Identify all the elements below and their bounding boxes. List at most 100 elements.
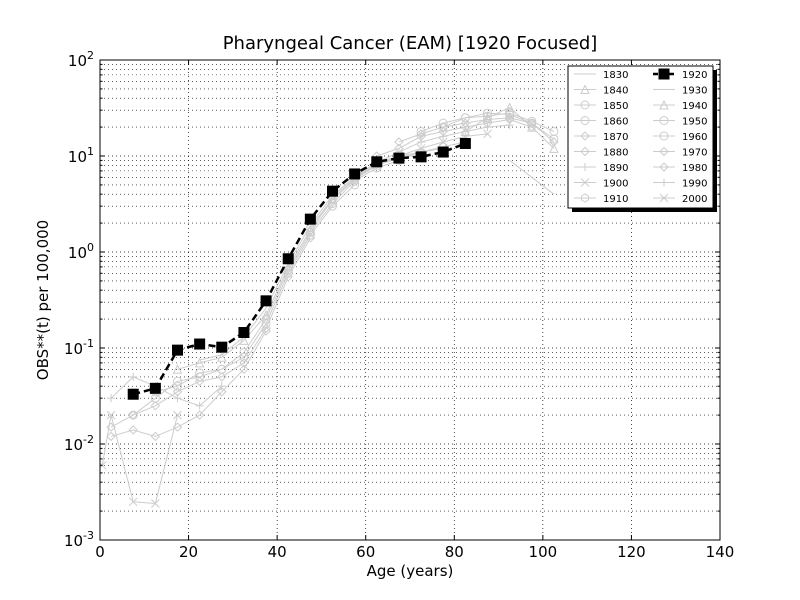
series-1990 <box>107 372 226 410</box>
data-point-2000 <box>151 499 160 508</box>
data-point-1940 <box>172 364 183 374</box>
data-point-1880 <box>527 122 537 132</box>
x-tick-label: 60 <box>356 543 375 561</box>
legend-entry-1930: 1930 <box>653 86 707 97</box>
series-1970 <box>106 233 316 432</box>
legend-swatch-marker <box>658 68 670 80</box>
y-tick-label: 10-3 <box>64 529 94 550</box>
data-point-1980 <box>194 410 205 420</box>
series-2000 <box>100 410 182 508</box>
data-point-1990 <box>173 394 182 403</box>
legend-entry-1830: 1830 <box>574 70 628 81</box>
data-point-2000 <box>173 410 182 420</box>
y-tick-label: 102 <box>68 49 94 70</box>
data-point-1850 <box>483 108 492 118</box>
series-line-1970 <box>110 237 311 428</box>
x-tick-label: 40 <box>268 543 287 561</box>
y-tick-label: 101 <box>68 145 94 166</box>
data-point-1920 <box>260 295 272 307</box>
data-point-2000 <box>106 410 116 420</box>
data-point-1980 <box>239 364 249 375</box>
data-point-1870 <box>416 129 426 139</box>
data-point-1970 <box>261 323 271 334</box>
legend-entry-2000: 2000 <box>653 193 707 205</box>
data-point-1920 <box>216 341 228 353</box>
data-point-1970 <box>305 233 316 243</box>
data-point-2000 <box>128 497 138 507</box>
data-point-1870 <box>549 137 559 147</box>
data-point-1990 <box>195 401 204 410</box>
data-point-1920 <box>459 137 471 149</box>
legend-label: 1910 <box>603 194 628 205</box>
data-point-1920 <box>393 152 405 164</box>
data-point-1920 <box>437 146 449 158</box>
legend-entry-1870: 1870 <box>574 131 628 143</box>
data-point-1860 <box>527 116 537 126</box>
legend-label: 1940 <box>682 101 707 112</box>
legend-label: 1850 <box>603 101 628 112</box>
legend-label: 1840 <box>603 86 628 97</box>
legend-label: 1930 <box>682 86 707 97</box>
data-point-1860 <box>505 108 515 118</box>
legend-entry-1990: 1990 <box>653 178 707 190</box>
data-point-1860 <box>416 126 426 136</box>
data-point-1920 <box>349 168 361 180</box>
x-tick-label: 140 <box>706 543 735 561</box>
legend-entry-1960: 1960 <box>653 131 707 143</box>
data-point-1920 <box>327 185 338 197</box>
tick-layer: 0 20 40 60 80 100 120 140 10-3 10-2 10-1 100 101 102 <box>64 49 734 561</box>
x-tick-label: 100 <box>529 543 558 561</box>
data-point-1960 <box>173 376 182 386</box>
legend-label: 1870 <box>603 132 628 143</box>
data-point-1890 <box>461 127 470 136</box>
data-point-1900 <box>483 129 492 139</box>
data-point-1890 <box>505 121 514 130</box>
series-line-1990 <box>110 376 223 407</box>
legend-label: 1990 <box>682 179 707 190</box>
data-point-1920 <box>238 327 250 339</box>
data-point-1960 <box>350 180 360 190</box>
legend-swatch-marker <box>580 178 590 187</box>
x-tick-label: 0 <box>95 543 105 561</box>
data-point-1940 <box>194 357 205 368</box>
legend-entry-1950: 1950 <box>653 116 707 128</box>
legend-swatch-marker <box>659 146 669 157</box>
y-tick-label: 10-2 <box>64 433 94 454</box>
data-point-1990 <box>217 382 226 391</box>
legend-label: 1920 <box>682 70 707 81</box>
legend-label: 1900 <box>603 179 628 190</box>
legend-label: 1950 <box>682 117 707 128</box>
legend-label: 1890 <box>603 163 628 174</box>
data-point-1980 <box>217 387 227 397</box>
series-1830 <box>509 159 555 195</box>
legend-entry-1900: 1900 <box>574 178 628 190</box>
data-point-1860 <box>483 111 492 121</box>
data-point-1970 <box>150 401 161 411</box>
data-point-1890 <box>483 123 492 132</box>
legend-swatch-marker <box>660 178 668 187</box>
legend-label: 1880 <box>603 148 628 159</box>
x-tick-label: 80 <box>445 543 464 561</box>
legend-swatch-marker <box>580 100 590 110</box>
data-point-1980 <box>128 425 138 435</box>
data-point-1920 <box>371 156 383 168</box>
legend-entry-1850: 1850 <box>574 100 628 112</box>
legend-swatch-marker <box>659 116 669 125</box>
series-line-1920 <box>132 142 466 396</box>
data-point-1920 <box>149 382 161 394</box>
data-point-1950 <box>305 227 315 237</box>
legend-swatch-marker <box>659 162 669 172</box>
legend-swatch-marker <box>580 146 590 157</box>
data-point-1920 <box>172 344 183 356</box>
data-point-1920 <box>194 338 206 350</box>
legend-swatch-marker <box>580 84 590 94</box>
series-line-1980 <box>110 330 267 437</box>
x-axis-title: Age (years) <box>367 562 454 580</box>
data-point-1970 <box>283 272 293 282</box>
legend-entry-1880: 1880 <box>574 146 628 159</box>
data-point-1970 <box>217 372 227 382</box>
legend-swatch-marker <box>580 131 590 141</box>
plot-frame <box>99 59 721 541</box>
data-point-1860 <box>549 126 559 136</box>
x-tick-label: 20 <box>179 543 198 561</box>
